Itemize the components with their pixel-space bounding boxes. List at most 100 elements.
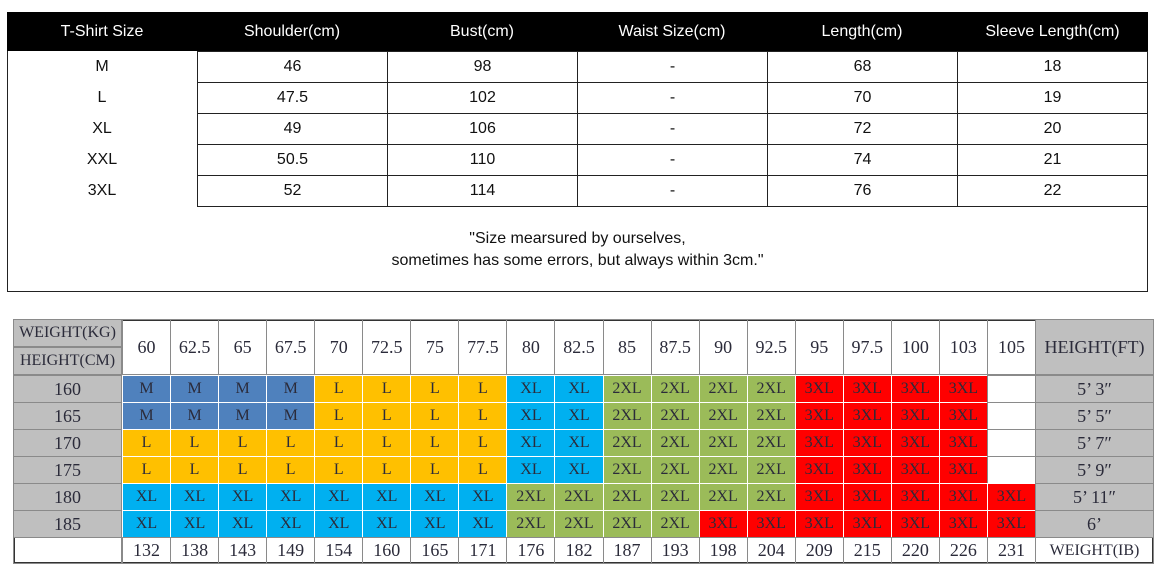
size-cell: L [362,375,412,403]
size-cell: 2XL [698,429,748,457]
weight-lb: 220 [890,537,940,564]
size-cell: 3XL [890,429,940,457]
size-cell: 3XL [890,402,940,430]
measure-cell: 76 [767,175,957,207]
size-cell: 2XL [650,375,700,403]
size-cell: 2XL [698,456,748,484]
size-cell: 2XL [746,429,796,457]
size-cell: 2XL [746,375,796,403]
size-label: XXL [86,150,118,168]
measure-cell: 72 [767,113,957,144]
size-cell: XL [266,510,316,538]
measure-cell: 74 [767,144,957,175]
size-cell: L [458,456,508,484]
blank-corner [13,537,122,564]
height-ft: 5’ 7″ [1035,429,1154,457]
size-cell: 3XL [794,456,844,484]
size-cell: 2XL [746,483,796,511]
size-cell: XL [362,483,412,511]
height-ft: 5’ 3″ [1035,375,1154,403]
size-cell: XL [410,483,460,511]
size-cell: L [458,402,508,430]
size-label: M [95,57,109,75]
measure-cell: 46 [197,51,387,82]
size-cell: 3XL [698,510,748,538]
size-cell: XL [554,429,604,457]
size-cell: 2XL [746,402,796,430]
size-cell: 2XL [554,510,604,538]
header-cell: T-Shirt Size [7,12,197,51]
weight-kg: 67.5 [266,319,316,375]
weight-kg: 62.5 [170,319,220,375]
measure-cell: 52 [197,175,387,207]
size-cell: L [218,456,268,484]
weight-lb: 204 [746,537,796,564]
size-cell: 3XL [842,510,892,538]
size-cell: XL [362,510,412,538]
size-cell: 3XL [842,429,892,457]
measure-cell: 68 [767,51,957,82]
height-cm-label: HEIGHT(CM) [13,347,122,375]
weight-kg: 95 [794,319,844,375]
size-cell: 2XL [650,483,700,511]
weight-lb: 171 [458,537,508,564]
measure-cell: - [577,82,767,113]
size-cell: M [122,402,172,430]
note-line: "Size mearsured by ourselves, [469,230,686,247]
size-cell: 3XL [938,483,988,511]
weight-kg: 65 [218,319,268,375]
size-cell: XL [122,483,172,511]
measure-cell: 110 [387,144,577,175]
size-cell: XL [506,402,556,430]
size-cell: L [362,456,412,484]
height-ft-label: HEIGHT(FT) [1035,319,1154,375]
size-cell: 3XL [794,483,844,511]
size-cell: 3XL [938,375,988,403]
header-cell: Sleeve Length(cm) [957,12,1148,51]
size-cell: XL [170,483,220,511]
measure-cell: - [577,51,767,82]
size-cell: XL [554,402,604,430]
size-cell: 2XL [602,510,652,538]
header-cell: Waist Size(cm) [577,12,767,51]
measure-cell: 19 [957,82,1148,113]
weight-kg: 103 [938,319,988,375]
size-label: L [97,88,107,106]
size-label: XL [92,119,112,137]
measure-cell: 70 [767,82,957,113]
measure-cell: 20 [957,113,1148,144]
weight-lb: 149 [266,537,316,564]
size-cell: XL [314,510,364,538]
size-cell: 2XL [602,402,652,430]
size-cell: 3XL [842,375,892,403]
weight-kg: 82.5 [554,319,604,375]
weight-lb: 143 [218,537,268,564]
size-cell: 3XL [890,456,940,484]
measure-cell: 50.5 [197,144,387,175]
size-cell: L [410,375,460,403]
height-ft: 5’ 5″ [1035,402,1154,430]
size-cell: 2XL [602,375,652,403]
weight-kg-label: WEIGHT(KG) [13,319,122,347]
size-cell: L [410,456,460,484]
weight-kg: 60 [122,319,172,375]
measure-cell: 102 [387,82,577,113]
size-cell: M [218,375,268,403]
height-cm: 165 [13,402,122,430]
height-cm: 170 [13,429,122,457]
size-cell [986,429,1036,457]
size-cell: 3XL [794,375,844,403]
weight-lb: 231 [986,537,1036,564]
weight-lb: 160 [362,537,412,564]
measure-cell: 21 [957,144,1148,175]
size-cell: 2XL [698,402,748,430]
size-cell: 3XL [938,402,988,430]
weight-kg: 97.5 [842,319,892,375]
size-cell: L [266,456,316,484]
size-cell: XL [314,483,364,511]
weight-kg: 90 [698,319,748,375]
size-cell: L [410,429,460,457]
weight-lb: 176 [506,537,556,564]
size-cell: 2XL [650,402,700,430]
